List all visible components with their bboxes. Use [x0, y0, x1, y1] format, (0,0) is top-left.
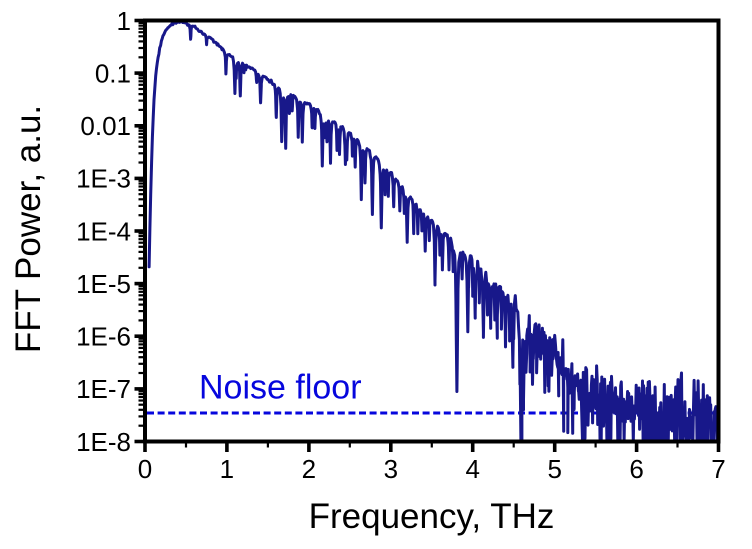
svg-text:5: 5	[547, 454, 561, 484]
svg-text:1: 1	[220, 454, 234, 484]
svg-text:1: 1	[117, 6, 131, 36]
svg-text:Noise floor: Noise floor	[199, 369, 362, 407]
svg-text:2: 2	[302, 454, 316, 484]
svg-text:1E-7: 1E-7	[76, 374, 131, 404]
svg-text:Frequency, THz: Frequency, THz	[309, 497, 555, 536]
svg-text:6: 6	[629, 454, 643, 484]
svg-text:1E-8: 1E-8	[76, 427, 131, 457]
svg-text:0: 0	[138, 454, 152, 484]
svg-text:0.01: 0.01	[80, 111, 131, 141]
svg-text:1E-3: 1E-3	[76, 164, 131, 194]
svg-text:1E-5: 1E-5	[76, 269, 131, 299]
svg-text:1E-4: 1E-4	[76, 216, 131, 246]
svg-text:0.1: 0.1	[95, 58, 131, 88]
svg-text:1E-6: 1E-6	[76, 322, 131, 352]
svg-text:FFT Power, a.u.: FFT Power, a.u.	[9, 105, 48, 353]
svg-text:7: 7	[711, 454, 725, 484]
svg-text:3: 3	[384, 454, 398, 484]
svg-text:4: 4	[465, 454, 479, 484]
